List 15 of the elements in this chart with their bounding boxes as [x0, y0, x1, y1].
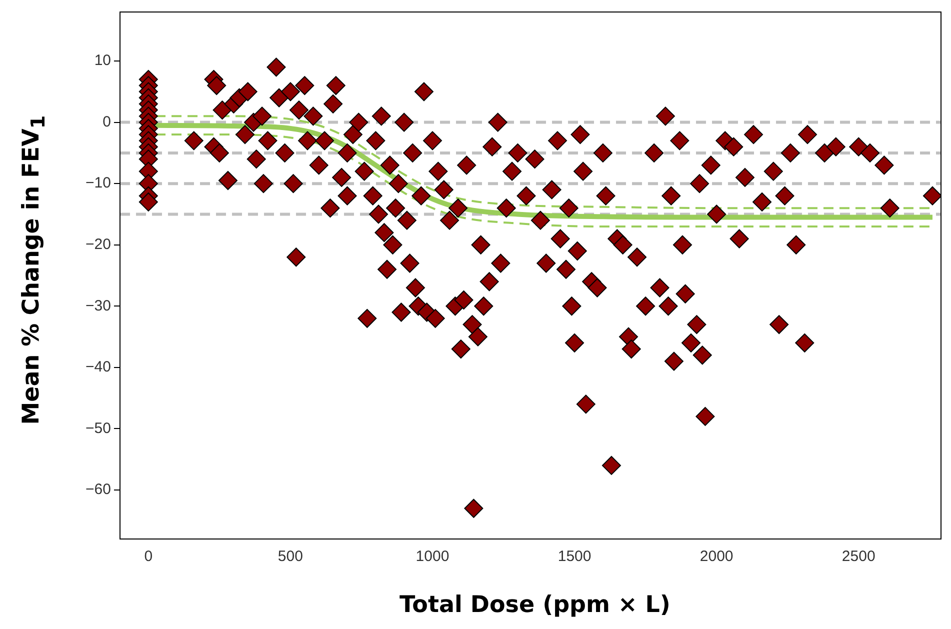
- x-tick-label: 0: [144, 548, 153, 566]
- x-tick-label: 1000: [416, 548, 450, 566]
- y-tick-label: −60: [86, 481, 111, 498]
- x-tick-label: 2000: [700, 548, 734, 566]
- y-tick-label: −40: [86, 358, 111, 376]
- x-tick-label: 1500: [558, 548, 592, 566]
- y-tick-label: 10: [94, 52, 111, 70]
- x-axis-title: Total Dose (ppm × L): [398, 592, 672, 618]
- x-tick-label: 2500: [842, 548, 876, 566]
- x-tick-label: 500: [278, 548, 303, 566]
- y-tick-label: −30: [86, 297, 111, 314]
- y-tick-label: −20: [86, 236, 111, 253]
- y-tick-label: −50: [86, 420, 111, 437]
- y-tick-label: 0: [102, 113, 111, 130]
- y-tick-label: −10: [86, 174, 111, 192]
